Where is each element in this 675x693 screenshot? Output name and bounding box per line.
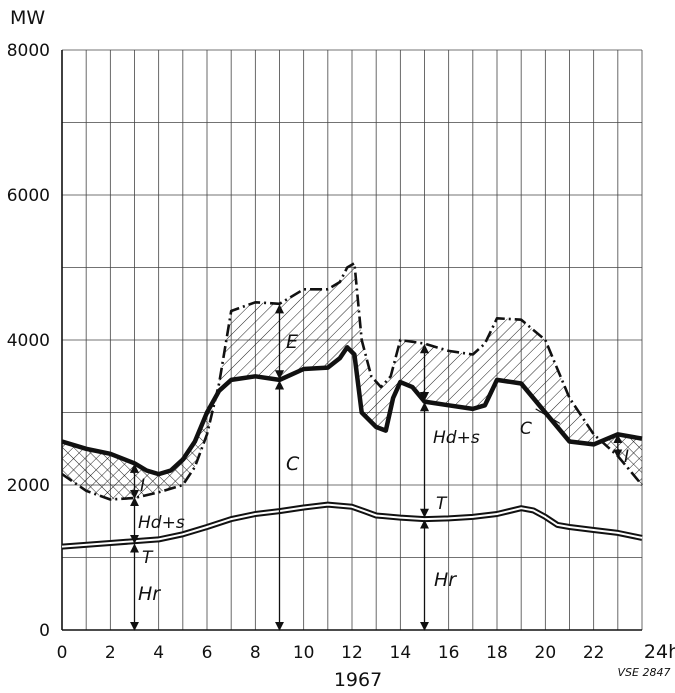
y-tick-label: 4000	[7, 331, 50, 351]
x-axis-label: 1967	[334, 669, 382, 691]
crosshatch-area-morning	[62, 408, 210, 500]
x-tick-label: 14	[390, 643, 412, 663]
annotation-C-lower: C	[286, 453, 300, 475]
x-end-label: 24h	[644, 641, 675, 663]
x-tick-label: 22	[583, 643, 605, 663]
y-tick-label: 8000	[7, 41, 50, 61]
series-lines	[61, 261, 643, 550]
annotation-Hd-s-left: Hd+s	[138, 513, 185, 533]
source-label: VSE 2847	[618, 666, 671, 679]
x-tick-label: 4	[153, 643, 164, 663]
annotation-arrows	[129, 304, 623, 631]
y-tick-label: 2000	[7, 476, 50, 496]
annotation-Hr-left: Hr	[138, 583, 161, 605]
series-line-Hr-inner	[61, 503, 643, 548]
x-tick-label: 0	[57, 643, 68, 663]
x-tick-label: 16	[438, 643, 460, 663]
annotation-Hd-s-right: Hd+s	[433, 428, 480, 448]
annotation-I-right: I	[624, 447, 629, 467]
y-tick-label: 6000	[7, 186, 50, 206]
x-tick-label: 20	[535, 643, 557, 663]
x-tick-label: 2	[105, 643, 116, 663]
annotation-T-right: T	[436, 494, 448, 514]
leader-C	[535, 408, 561, 424]
annotation-E: E	[286, 331, 298, 353]
series-line-E	[61, 261, 643, 501]
series-line-C	[61, 345, 643, 477]
y-axis-label: MW	[10, 7, 45, 29]
x-tick-label: 12	[341, 643, 363, 663]
x-tick-label: 8	[250, 643, 261, 663]
annotation-C-upper: C	[520, 419, 532, 439]
x-tick-label: 10	[293, 643, 315, 663]
annotation-I-left: I	[140, 476, 145, 496]
hatch-area-day	[209, 263, 599, 445]
x-tick-label: 18	[486, 643, 508, 663]
x-tick-label: 6	[202, 643, 213, 663]
y-tick-label: 0	[39, 621, 50, 641]
annotation-T-left: T	[142, 548, 154, 568]
annotation-Hr-right: Hr	[434, 569, 457, 591]
tick-labels: 0 2 4 6 8 10 12 14 16 18 20 22 0 2000 4000 6000 8000	[7, 41, 605, 663]
